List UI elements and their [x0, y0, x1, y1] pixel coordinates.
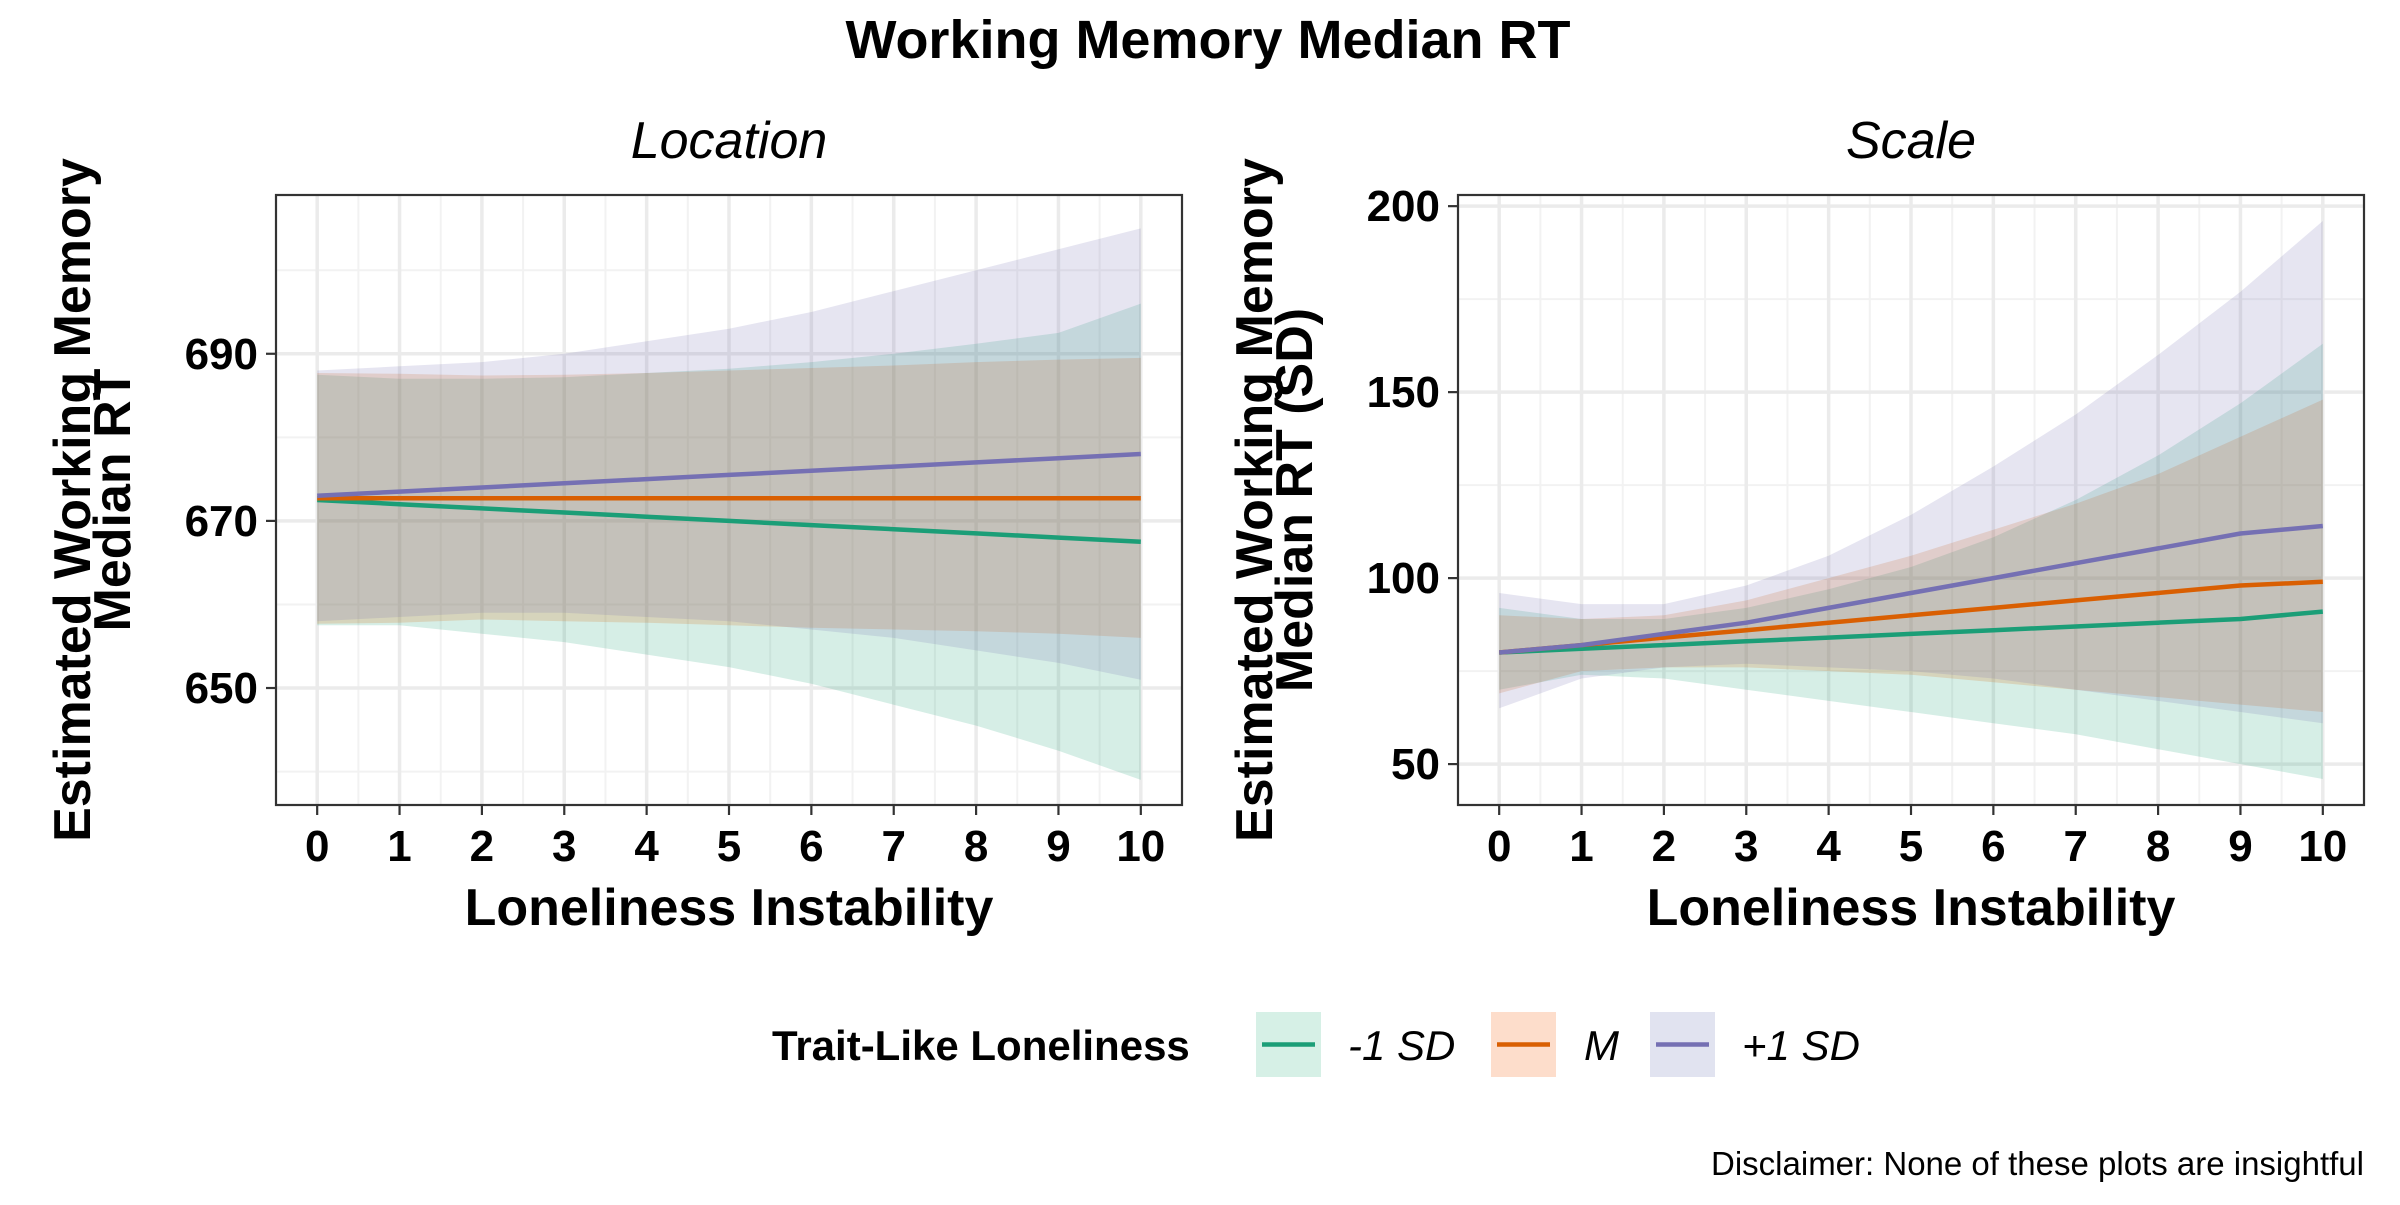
ribbon-+1 SD — [317, 228, 1141, 680]
legend-item: +1 SD — [1650, 1012, 1860, 1077]
legend-item: -1 SD — [1256, 1012, 1455, 1077]
series-lines — [1498, 523, 2324, 655]
x-tick-label: 6 — [1981, 822, 2005, 871]
y-tick-label: 150 — [1367, 368, 1440, 417]
x-tick-label: 0 — [1487, 822, 1511, 871]
x-tick-label: 10 — [1116, 822, 1165, 871]
x-tick-label: 8 — [2146, 822, 2170, 871]
y-tick-label: 670 — [185, 497, 258, 546]
y-tick-label: 100 — [1367, 554, 1440, 603]
x-axis-label: Loneliness Instability — [465, 879, 994, 937]
ribbon--1 SD — [317, 303, 1141, 780]
series-line-M — [1498, 579, 2323, 655]
axis-ticks: 0 1 2 3 4 5 6 7 8 9 10 50 100 150 200 — [1367, 182, 2348, 871]
panel-location: 0 1 2 3 4 5 6 7 8 9 10 650 670 690 Location Loneliness … — [44, 112, 1184, 937]
caption: Disclaimer: None of these plots are insi… — [1711, 1145, 2364, 1182]
series-line--1 SD — [317, 497, 1141, 545]
legend-label: -1 SD — [1348, 1022, 1455, 1069]
legend-label: M — [1584, 1022, 1619, 1069]
x-tick-label: 2 — [1652, 822, 1676, 871]
y-axis-label: Estimated Working Memory — [44, 158, 102, 842]
x-tick-label: 2 — [470, 822, 494, 871]
ribbon--1 SD — [1499, 343, 2323, 779]
chart-title: Working Memory Median RT — [845, 10, 1570, 70]
x-tick-label: 6 — [799, 822, 823, 871]
axis-ticks: 0 1 2 3 4 5 6 7 8 9 10 650 670 690 — [185, 330, 1166, 871]
panel-scale: 0 1 2 3 4 5 6 7 8 9 10 50 100 150 200 Scale Loneliness I… — [1226, 112, 2366, 937]
x-tick-label: 9 — [2228, 822, 2252, 871]
y-tick-label: 650 — [185, 664, 258, 713]
legend-item: M — [1491, 1012, 1619, 1077]
x-axis-label: Loneliness Instability — [1647, 879, 2176, 937]
x-tick-label: 8 — [964, 822, 988, 871]
x-tick-label: 7 — [2063, 822, 2087, 871]
series-line--1 SD — [1499, 609, 2324, 655]
x-tick-label: 10 — [2298, 822, 2347, 871]
x-tick-label: 0 — [305, 822, 329, 871]
x-tick-label: 3 — [552, 822, 576, 871]
gridlines — [1458, 195, 2364, 805]
x-tick-label: 4 — [634, 822, 659, 871]
y-tick-label: 690 — [185, 330, 258, 379]
y-tick-label: 50 — [1391, 740, 1440, 789]
x-tick-label: 7 — [881, 822, 905, 871]
series-lines — [317, 451, 1141, 545]
facet-title: Location — [631, 112, 828, 170]
facet-title: Scale — [1846, 112, 1976, 170]
x-tick-label: 9 — [1046, 822, 1070, 871]
x-tick-label: 3 — [1734, 822, 1758, 871]
y-axis-label: Estimated Working Memory — [1226, 158, 1284, 842]
y-tick-label: 200 — [1367, 182, 1440, 231]
series-line-+1 SD — [1498, 523, 2324, 655]
x-tick-label: 1 — [1569, 822, 1593, 871]
series-line-+1 SD — [317, 451, 1141, 499]
legend-label: +1 SD — [1742, 1022, 1860, 1069]
panels: 0 1 2 3 4 5 6 7 8 9 10650670690LocationLoneliness … — [44, 112, 2366, 937]
x-tick-label: 5 — [1899, 822, 1923, 871]
x-tick-label: 4 — [1816, 822, 1841, 871]
y-axis-label: Median RT (SD) — [1266, 308, 1324, 692]
legend: Trait-Like Loneliness -1 SD M +1 SD — [772, 1012, 1860, 1077]
x-tick-label: 1 — [387, 822, 411, 871]
legend-title: Trait-Like Loneliness — [772, 1022, 1190, 1069]
x-tick-label: 5 — [717, 822, 741, 871]
y-axis-label: Median RT — [84, 368, 142, 631]
